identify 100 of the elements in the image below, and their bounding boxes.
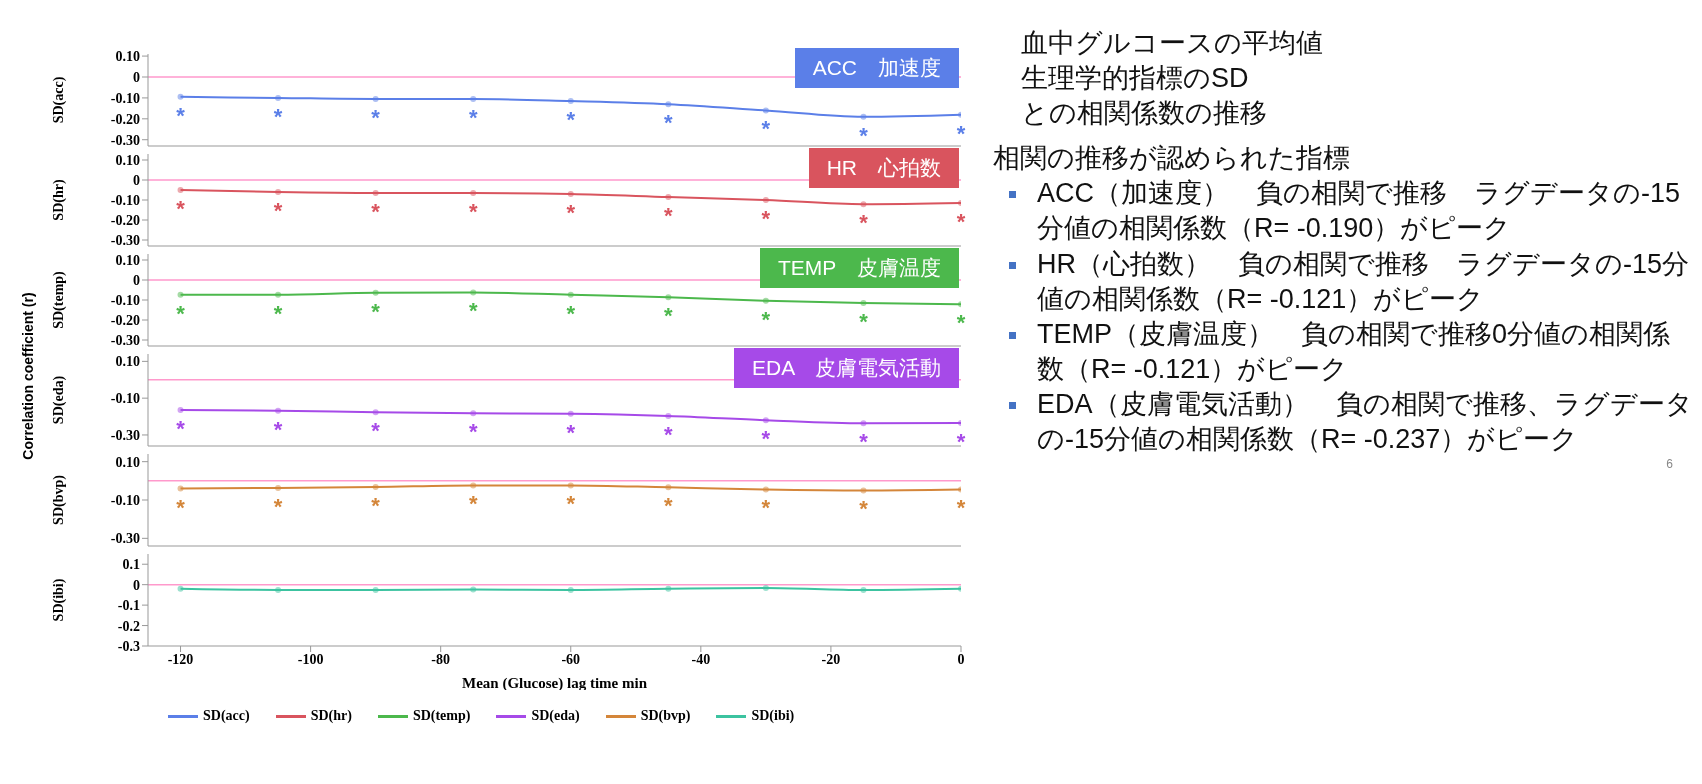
y-tick-label: -0.3 xyxy=(117,638,140,654)
data-label: * xyxy=(176,196,186,221)
point xyxy=(470,190,477,196)
y-axis-title: SD(bvp) xyxy=(50,474,67,525)
legend-label: SD(hr) xyxy=(309,708,352,724)
y-tick-label: 0 xyxy=(133,272,140,288)
data-label: * xyxy=(468,104,478,130)
data-label: * xyxy=(176,102,186,128)
data-label: * xyxy=(566,300,576,326)
data-label: * xyxy=(468,491,478,517)
y-tick-label: -0.20 xyxy=(110,111,140,127)
y-tick-label: -0.30 xyxy=(110,332,140,348)
y-axis-title: SD(eda) xyxy=(50,375,67,425)
data-label: * xyxy=(176,494,186,520)
y-tick-label: 0.10 xyxy=(115,354,140,370)
x-tick-label: -80 xyxy=(431,651,451,667)
x-tick-label: 0 xyxy=(957,651,965,667)
data-label: * xyxy=(371,492,381,518)
legend-label: SD(acc) xyxy=(202,708,250,724)
y-tick-label: -0.1 xyxy=(117,598,140,614)
point xyxy=(470,95,477,102)
data-label: * xyxy=(761,206,771,231)
legend-label: SD(bvp) xyxy=(639,708,691,724)
y-tick-label: -0.10 xyxy=(110,90,140,106)
data-label: * xyxy=(859,309,869,334)
point xyxy=(470,289,477,296)
point xyxy=(470,410,477,417)
text: ACC（加速度） 負の相関で推移 ラグデータの-15分値の相関係数（R= -0.190）がピーク xyxy=(1036,177,1682,246)
data-label: * xyxy=(859,122,869,148)
point xyxy=(860,300,867,306)
data-label: * xyxy=(273,103,283,129)
data-label: * xyxy=(761,426,771,452)
y-tick-label: -0.30 xyxy=(110,132,140,148)
point xyxy=(177,407,184,414)
legend-label: SD(eda) xyxy=(530,708,580,724)
y-tick-label: -0.30 xyxy=(110,232,140,248)
data-label: * xyxy=(371,418,381,444)
point xyxy=(372,190,379,196)
data-label: * xyxy=(761,116,771,142)
point xyxy=(275,291,282,298)
text: との相関係数の推移 xyxy=(1020,97,1268,131)
y-tick-label: -0.20 xyxy=(110,312,140,328)
data-label: * xyxy=(273,416,283,442)
point xyxy=(372,289,379,296)
point xyxy=(567,291,574,298)
data-label: * xyxy=(956,310,966,336)
y-tick-label: -0.10 xyxy=(110,391,140,407)
x-tick-label: -120 xyxy=(167,651,194,667)
point xyxy=(860,420,867,427)
data-label: * xyxy=(566,107,576,133)
y-tick-label: 0.10 xyxy=(115,454,140,470)
y-tick-label: 0.10 xyxy=(115,49,140,65)
point xyxy=(665,413,672,420)
point xyxy=(177,93,184,100)
point xyxy=(275,189,282,195)
point xyxy=(275,407,282,414)
data-label: * xyxy=(664,203,674,228)
data-label: * xyxy=(664,303,674,329)
data-label: * xyxy=(273,493,283,519)
x-tick-label: -40 xyxy=(691,651,711,667)
text: TEMP（皮膚温度） 負の相関で推移0分値の相関係数（R= -0.121）がピーク xyxy=(1036,317,1672,386)
annotation: ACC 加速度 xyxy=(794,48,959,88)
data-label: * xyxy=(956,120,966,146)
point xyxy=(567,191,574,197)
text: 血中グルコースの平均値 xyxy=(1020,27,1324,60)
y-tick-label: 0.10 xyxy=(115,152,140,168)
data-label: * xyxy=(859,496,869,522)
data-label: * xyxy=(761,306,771,332)
annotation: TEMP 皮膚温度 xyxy=(760,248,959,288)
y-tick-label: -0.10 xyxy=(110,192,140,208)
data-label: * xyxy=(859,429,869,455)
x-tick-label: -60 xyxy=(561,651,581,667)
data-label: * xyxy=(371,298,381,324)
y-tick-label: -0.30 xyxy=(110,427,140,443)
data-label: * xyxy=(468,199,478,224)
point xyxy=(762,197,769,203)
data-label: * xyxy=(664,422,674,448)
x-tick-label: -20 xyxy=(821,651,841,667)
legend-label: SD(ibi) xyxy=(750,708,795,724)
point xyxy=(665,194,672,200)
data-label: * xyxy=(566,200,576,225)
point xyxy=(567,410,574,417)
annotation: EDA 皮膚電気活動 xyxy=(733,348,959,388)
point xyxy=(372,95,379,102)
data-label: * xyxy=(566,419,576,445)
data-label: * xyxy=(176,416,186,442)
y-tick-label: 0 xyxy=(133,172,140,188)
data-label: * xyxy=(371,199,381,224)
y-tick-label: 0 xyxy=(133,577,140,593)
data-label: * xyxy=(956,209,966,234)
y-tick-label: -0.10 xyxy=(110,492,140,508)
y-tick-label: 0 xyxy=(133,69,140,85)
data-label: * xyxy=(664,493,674,519)
y-tick-label: 0.10 xyxy=(115,252,140,268)
y-axis-title: SD(temp) xyxy=(50,270,67,329)
data-label: * xyxy=(468,419,478,445)
y-tick-label: -0.30 xyxy=(110,531,140,547)
y-tick-label: -0.20 xyxy=(110,212,140,228)
data-label: * xyxy=(664,110,674,136)
x-tick-label: -100 xyxy=(297,651,324,667)
